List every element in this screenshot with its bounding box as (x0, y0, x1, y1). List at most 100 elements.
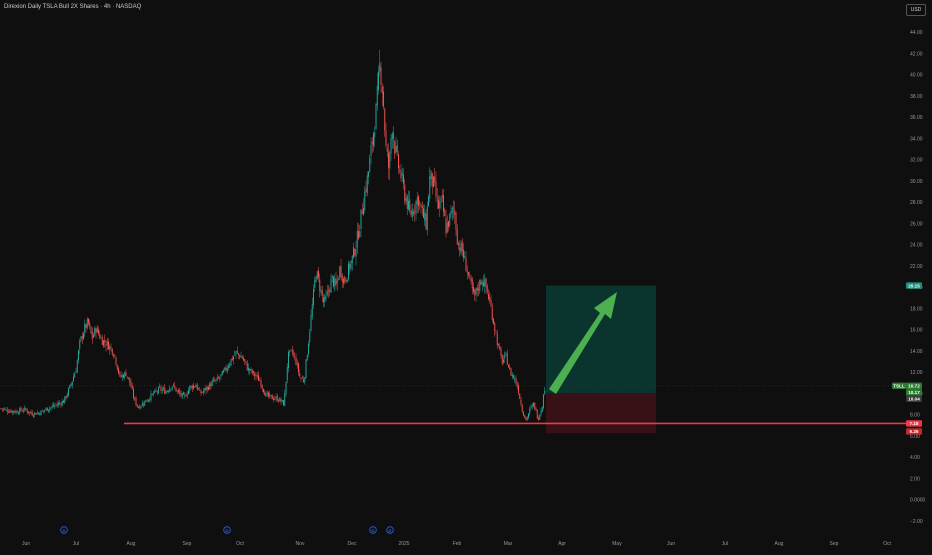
candle-body (119, 372, 121, 374)
candle-body (195, 385, 197, 388)
candle-body (426, 206, 428, 231)
candle-body (444, 210, 446, 217)
candle-body (443, 195, 444, 212)
candle-body (526, 417, 528, 420)
dividend-marker[interactable]: D (223, 526, 231, 534)
candle-body (449, 213, 451, 226)
candle-body (494, 323, 496, 332)
candle-body (68, 388, 69, 396)
candle-body (303, 379, 304, 382)
candle-body (369, 157, 371, 173)
candle-body (338, 279, 339, 280)
candle-body (101, 337, 103, 345)
candle-body (366, 175, 368, 193)
time-tick-label: Aug (127, 541, 136, 547)
candle-body (315, 276, 317, 283)
candle-body (313, 289, 314, 306)
candle-body (18, 413, 19, 414)
candle-body (261, 385, 263, 389)
candle-body (344, 277, 346, 283)
candle-body (71, 381, 73, 386)
candle-body (413, 212, 414, 214)
candle-body (33, 415, 34, 417)
candle-body (501, 355, 503, 364)
candle-body (331, 275, 333, 279)
candle-body (334, 278, 336, 286)
candle-body (465, 257, 467, 272)
candle-body (508, 364, 509, 368)
price-axis[interactable]: 44.00 42.00 40.00 38.00 36.00 34.00 32.00 30.00… (910, 30, 926, 525)
candle-body (143, 404, 144, 405)
position-zones[interactable] (0, 285, 906, 434)
candle-body (479, 280, 481, 292)
candle-body (464, 255, 466, 258)
candle-body (239, 355, 241, 358)
price-tick-label: −2.00 (910, 519, 923, 525)
candle-body (475, 288, 477, 296)
candle-body (235, 351, 237, 355)
candle-body (69, 385, 71, 389)
candle-body (301, 377, 303, 379)
dividend-marker-circle (369, 526, 377, 534)
candle-body (210, 383, 212, 387)
candle-body (283, 400, 284, 406)
candle-body (178, 389, 179, 392)
candle-body (4, 408, 6, 410)
candle-body (300, 377, 302, 379)
dividend-marker[interactable]: D (60, 526, 68, 534)
trend-arrow[interactable] (549, 292, 617, 394)
candle-body (516, 384, 518, 387)
candle-body (406, 195, 408, 209)
chart-overlay[interactable] (124, 292, 906, 425)
candle-body (404, 184, 406, 201)
candle-body (85, 323, 87, 329)
candle-body (106, 340, 108, 346)
candle-body (336, 280, 338, 284)
candle-body (421, 205, 423, 208)
candle-body (269, 394, 271, 397)
price-label-text: 7.18 (910, 421, 919, 426)
candle-body (491, 307, 493, 321)
time-axis[interactable]: Jun Jul Aug Sep Oct Nov Dec 2025 Feb Mar Apr May Jun… (22, 526, 892, 547)
candle-body (233, 356, 234, 360)
dividend-marker-label: D (372, 528, 375, 533)
candle-body (424, 212, 426, 221)
candle-body (21, 410, 23, 412)
candle-body (203, 390, 204, 393)
candle-body (36, 412, 38, 415)
candle-body (276, 396, 278, 401)
candle-body (26, 410, 28, 413)
currency-button[interactable]: USD (906, 4, 926, 16)
candle-body (400, 170, 402, 179)
candle-body (200, 390, 202, 394)
dividend-marker[interactable]: D (369, 526, 377, 534)
price-tick-label: 28.00 (910, 200, 923, 206)
candle-body (39, 413, 41, 415)
candle-body (399, 169, 401, 171)
candle-body (316, 271, 318, 279)
candle-body (253, 371, 254, 373)
candle-body (231, 357, 233, 361)
candle-body (181, 393, 183, 397)
candle-body (380, 67, 382, 85)
dividend-marker[interactable]: D (386, 526, 394, 534)
stop-zone[interactable] (546, 393, 656, 434)
candle-body (201, 392, 203, 394)
candle-body (408, 200, 409, 210)
candle-body (389, 152, 391, 169)
candle-body (514, 378, 516, 380)
candle-body (405, 198, 407, 203)
candle-body (505, 352, 507, 354)
candle-body (371, 141, 373, 145)
candle-body (385, 130, 387, 146)
candle-body (281, 400, 283, 402)
candle-body (524, 415, 526, 418)
candle-body (361, 211, 363, 214)
candle-body (113, 355, 114, 357)
candle-body (471, 279, 473, 289)
candle-body (15, 410, 17, 413)
candle-body (41, 410, 43, 412)
candle-body (188, 389, 189, 395)
